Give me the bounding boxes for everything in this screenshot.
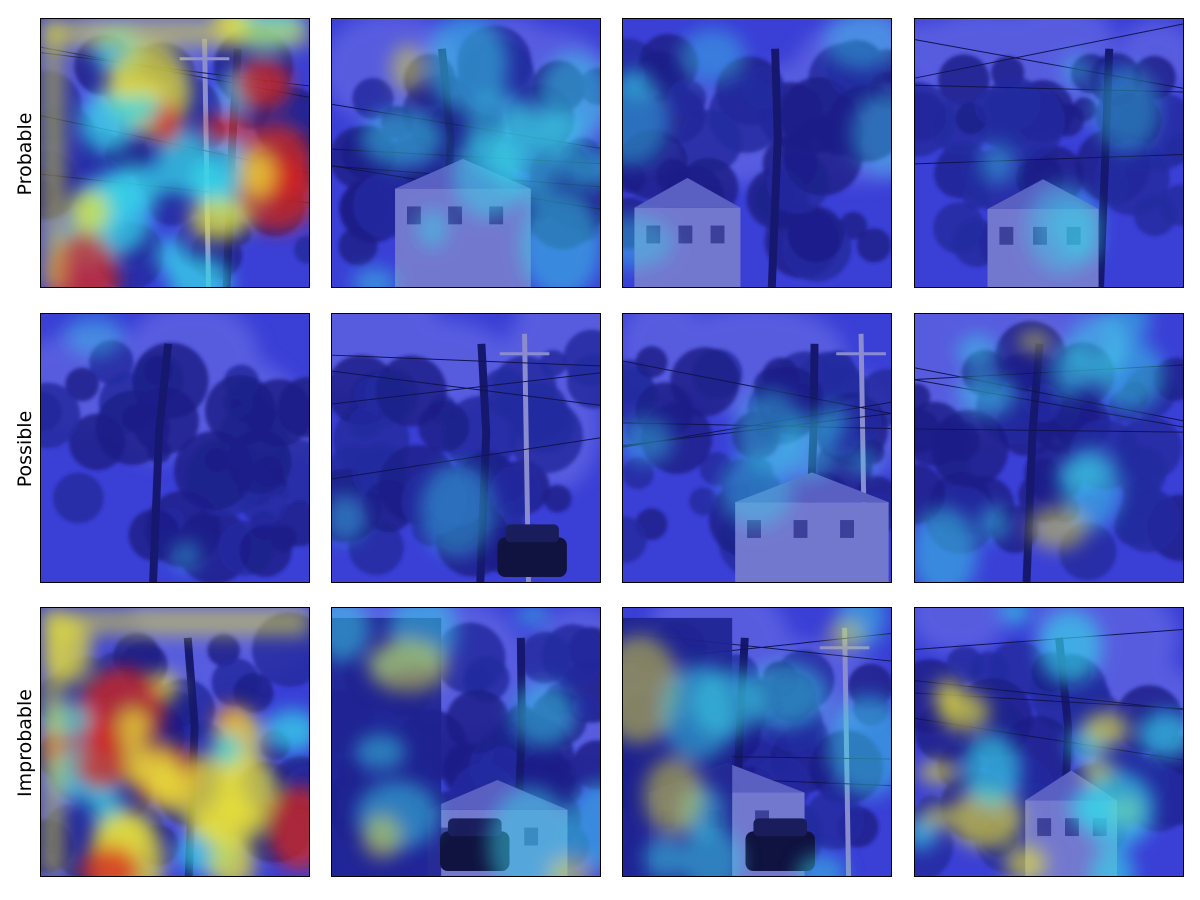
attention-heatmap <box>332 608 600 876</box>
attention-heatmap <box>41 19 309 287</box>
panel-1-3 <box>914 313 1184 583</box>
attention-heatmap <box>979 54 1160 275</box>
attention-heatmap <box>915 608 1183 876</box>
attention-heatmap <box>623 389 878 528</box>
attention-heatmap <box>332 463 495 557</box>
panel-1-1 <box>331 313 601 583</box>
panel-2-3 <box>914 607 1184 877</box>
attention-heatmap <box>352 19 600 287</box>
row-label-possible: Possible <box>14 410 36 488</box>
attention-heatmap <box>915 314 1164 582</box>
attention-heatmap <box>623 608 891 876</box>
scene-silhouette <box>332 329 600 582</box>
panel-2-1 <box>331 607 601 877</box>
panel-0-1 <box>331 18 601 288</box>
attention-heatmap <box>41 608 309 876</box>
row-label-improbable: Improbable <box>14 689 36 797</box>
panel-2-0 <box>40 607 310 877</box>
panel-0-0 <box>40 18 310 288</box>
scene-silhouette <box>41 339 309 582</box>
attention-heatmap <box>64 315 201 572</box>
attention-heatmap <box>623 19 891 269</box>
panel-1-2 <box>622 313 892 583</box>
panel-2-2 <box>622 607 892 877</box>
panel-0-3 <box>914 18 1184 288</box>
panel-1-0 <box>40 313 310 583</box>
panel-0-2 <box>622 18 892 288</box>
row-label-probable: Probable <box>14 112 36 196</box>
